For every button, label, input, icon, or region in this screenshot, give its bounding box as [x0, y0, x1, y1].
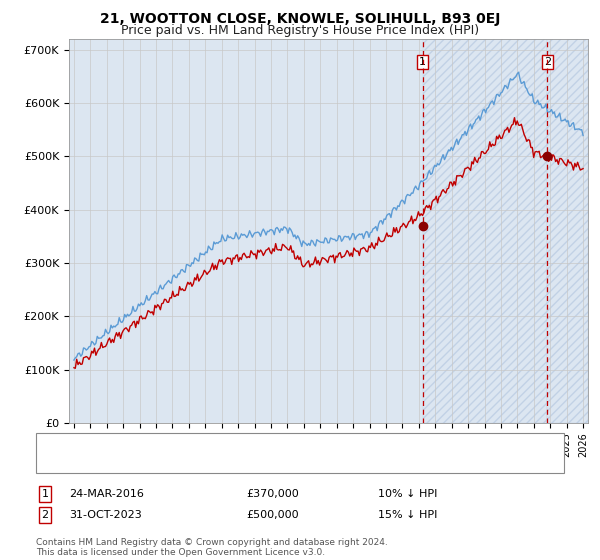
Text: 1: 1	[41, 489, 49, 499]
Text: £500,000: £500,000	[246, 510, 299, 520]
Text: 21, WOOTTON CLOSE, KNOWLE, SOLIHULL, B93 0EJ (detached house): 21, WOOTTON CLOSE, KNOWLE, SOLIHULL, B93…	[93, 439, 455, 449]
Text: 15% ↓ HPI: 15% ↓ HPI	[378, 510, 437, 520]
Text: Price paid vs. HM Land Registry's House Price Index (HPI): Price paid vs. HM Land Registry's House …	[121, 24, 479, 37]
Text: 21, WOOTTON CLOSE, KNOWLE, SOLIHULL, B93 0EJ: 21, WOOTTON CLOSE, KNOWLE, SOLIHULL, B93…	[100, 12, 500, 26]
Text: 24-MAR-2016: 24-MAR-2016	[69, 489, 144, 499]
Text: 10% ↓ HPI: 10% ↓ HPI	[378, 489, 437, 499]
Text: 2: 2	[544, 57, 551, 67]
Text: Contains HM Land Registry data © Crown copyright and database right 2024.
This d: Contains HM Land Registry data © Crown c…	[36, 538, 388, 557]
Text: 31-OCT-2023: 31-OCT-2023	[69, 510, 142, 520]
Text: £370,000: £370,000	[246, 489, 299, 499]
Text: HPI: Average price, detached house, Solihull: HPI: Average price, detached house, Soli…	[93, 457, 324, 467]
Text: 1: 1	[419, 57, 426, 67]
Text: 2: 2	[41, 510, 49, 520]
